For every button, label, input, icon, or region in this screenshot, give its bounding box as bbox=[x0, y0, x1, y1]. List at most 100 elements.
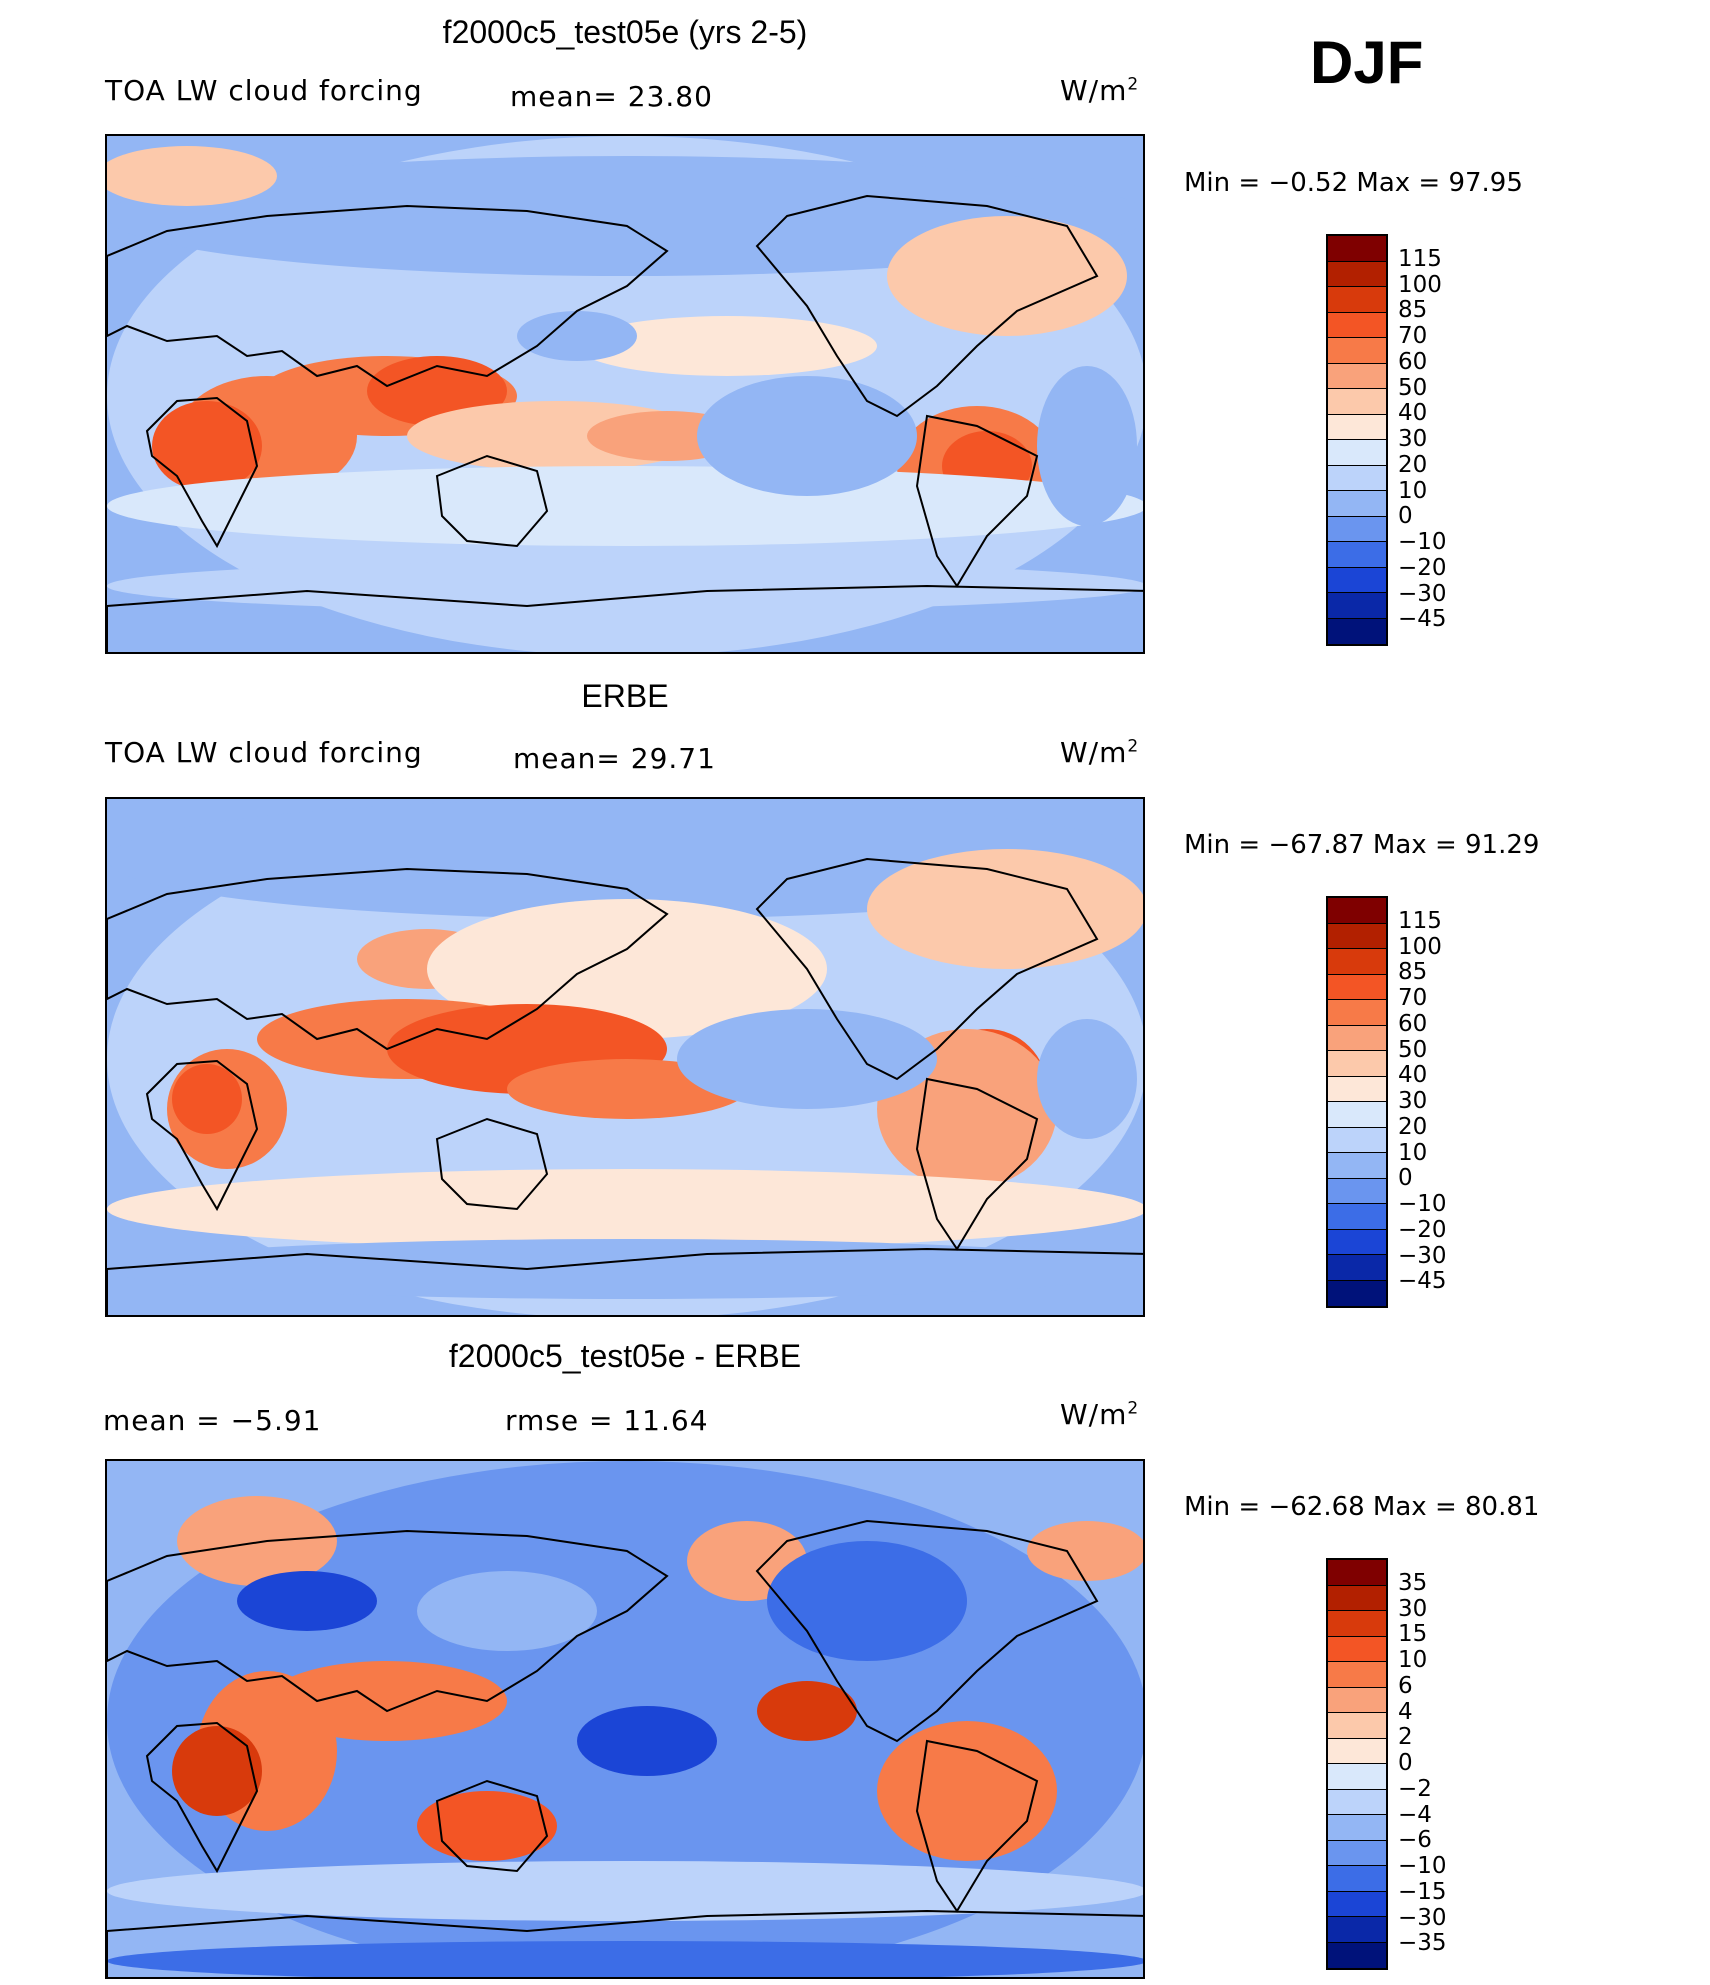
panel-1-colorbar bbox=[1326, 234, 1388, 646]
colorbar-tick-label: −10 bbox=[1398, 1191, 1447, 1217]
field-contour bbox=[417, 1571, 597, 1651]
colorbar-tick-label: −20 bbox=[1398, 1216, 1447, 1243]
colorbar-swatch bbox=[1328, 1000, 1386, 1026]
colorbar-tick-label: 115 bbox=[1398, 245, 1442, 272]
colorbar-tick-label: 60 bbox=[1398, 348, 1428, 375]
colorbar-swatch bbox=[1328, 1585, 1386, 1611]
colorbar-swatch bbox=[1328, 1560, 1386, 1586]
colorbar-tick-label: 30 bbox=[1398, 426, 1428, 452]
colorbar-swatch bbox=[1328, 516, 1386, 542]
panel-1-title: f2000c5_test05e (yrs 2-5) bbox=[442, 14, 808, 50]
colorbar-tick-label: 35 bbox=[1398, 1569, 1428, 1596]
colorbar-swatch bbox=[1328, 1866, 1386, 1892]
colorbar-swatch bbox=[1328, 491, 1386, 517]
colorbar-tick-label: −20 bbox=[1398, 554, 1447, 581]
field-contour bbox=[1037, 366, 1137, 526]
colorbar-tick-label: 30 bbox=[1398, 1088, 1428, 1114]
colorbar-swatch bbox=[1328, 1687, 1386, 1713]
colorbar-swatch bbox=[1328, 236, 1386, 262]
colorbar-swatch bbox=[1328, 1178, 1386, 1204]
panel-2-title: ERBE bbox=[581, 678, 669, 714]
colorbar-tick-label: −6 bbox=[1398, 1827, 1432, 1854]
field-contour bbox=[517, 311, 637, 361]
colorbar-swatch bbox=[1328, 1815, 1386, 1841]
coastline bbox=[107, 867, 669, 1051]
coastline bbox=[755, 857, 1099, 1081]
colorbar-tick-label: 100 bbox=[1398, 271, 1442, 298]
colorbar-swatch bbox=[1328, 1102, 1386, 1128]
colorbar-tick-label: 0 bbox=[1398, 1750, 1413, 1776]
field-contour bbox=[577, 316, 877, 376]
coastline bbox=[107, 1909, 1143, 1977]
colorbar-swatch bbox=[1328, 898, 1386, 924]
colorbar-swatch bbox=[1328, 1229, 1386, 1255]
coastline bbox=[915, 414, 1039, 588]
field-contour bbox=[172, 1064, 242, 1134]
colorbar-tick-label: −10 bbox=[1398, 529, 1447, 555]
colorbar-tick-label: 115 bbox=[1398, 907, 1442, 934]
field-contour bbox=[107, 146, 277, 206]
coastline bbox=[435, 1779, 549, 1873]
colorbar-tick-label: 0 bbox=[1398, 1165, 1413, 1192]
field-contour bbox=[237, 1571, 377, 1631]
field-contour bbox=[767, 1541, 967, 1661]
colorbar-swatch bbox=[1328, 542, 1386, 568]
colorbar-tick-label: 30 bbox=[1398, 1595, 1428, 1622]
colorbar-tick-label: −10 bbox=[1398, 1853, 1447, 1879]
colorbar-swatch bbox=[1328, 1280, 1386, 1306]
colorbar-tick-label: 100 bbox=[1398, 933, 1442, 960]
coastline bbox=[145, 1059, 259, 1212]
colorbar-swatch bbox=[1328, 389, 1386, 415]
colorbar-swatch bbox=[1328, 1611, 1386, 1637]
colorbar-swatch bbox=[1328, 618, 1386, 644]
colorbar-tick-label: −4 bbox=[1398, 1801, 1432, 1828]
colorbar-swatch bbox=[1328, 1076, 1386, 1102]
field-contour bbox=[107, 1941, 1143, 1977]
field-contour bbox=[267, 1661, 507, 1741]
colorbar-tick-label: 15 bbox=[1398, 1621, 1428, 1648]
colorbar-swatch bbox=[1328, 465, 1386, 491]
colorbar-swatch bbox=[1328, 949, 1386, 975]
coastline bbox=[145, 1721, 259, 1874]
colorbar-tick-label: 2 bbox=[1398, 1724, 1413, 1751]
colorbar-swatch bbox=[1328, 338, 1386, 364]
colorbar-tick-label: −45 bbox=[1398, 1268, 1447, 1295]
colorbar-tick-label: −2 bbox=[1398, 1775, 1432, 1802]
colorbar-tick-label: 60 bbox=[1398, 1010, 1428, 1037]
colorbar-swatch bbox=[1328, 287, 1386, 313]
field-contour bbox=[107, 561, 1143, 611]
panel-1-map bbox=[105, 134, 1145, 654]
colorbar-swatch bbox=[1328, 1153, 1386, 1179]
field-contour bbox=[177, 1496, 337, 1586]
colorbar-tick-label: 4 bbox=[1398, 1698, 1413, 1725]
colorbar-swatch bbox=[1328, 1025, 1386, 1051]
colorbar-swatch bbox=[1328, 1713, 1386, 1739]
colorbar-tick-label: 20 bbox=[1398, 1113, 1428, 1140]
field-contour bbox=[417, 1791, 557, 1861]
panel-1-mean-label: mean= 23.80 bbox=[510, 80, 713, 113]
coastline bbox=[755, 1519, 1099, 1743]
panel-3-mean-label: mean = −5.91 bbox=[103, 1404, 322, 1437]
field-contour bbox=[172, 1726, 262, 1816]
panel-3-colorbar bbox=[1326, 1558, 1388, 1970]
colorbar-tick-label: −30 bbox=[1398, 1904, 1447, 1931]
colorbar-swatch bbox=[1328, 1789, 1386, 1815]
field-contour bbox=[677, 1009, 937, 1109]
field-contour bbox=[107, 156, 1143, 276]
colorbar-tick-label: −45 bbox=[1398, 606, 1447, 633]
panel-2-colorbar bbox=[1326, 896, 1388, 1308]
colorbar-tick-label: 40 bbox=[1398, 1062, 1428, 1089]
panel-2-min-max: Min = −67.87 Max = 91.29 bbox=[1184, 830, 1540, 860]
field-contour bbox=[107, 1861, 1143, 1921]
field-contour bbox=[577, 1706, 717, 1776]
colorbar-swatch bbox=[1328, 567, 1386, 593]
colorbar-swatch bbox=[1328, 923, 1386, 949]
colorbar-tick-label: 20 bbox=[1398, 451, 1428, 478]
panel-3-units: W/m2 bbox=[1060, 1398, 1140, 1431]
panel-2-variable-label: TOA LW cloud forcing bbox=[105, 736, 423, 769]
colorbar-swatch bbox=[1328, 1204, 1386, 1230]
colorbar-tick-label: −15 bbox=[1398, 1878, 1447, 1905]
coastline bbox=[107, 1529, 669, 1713]
colorbar-tick-label: −30 bbox=[1398, 1242, 1447, 1269]
colorbar-swatch bbox=[1328, 1738, 1386, 1764]
